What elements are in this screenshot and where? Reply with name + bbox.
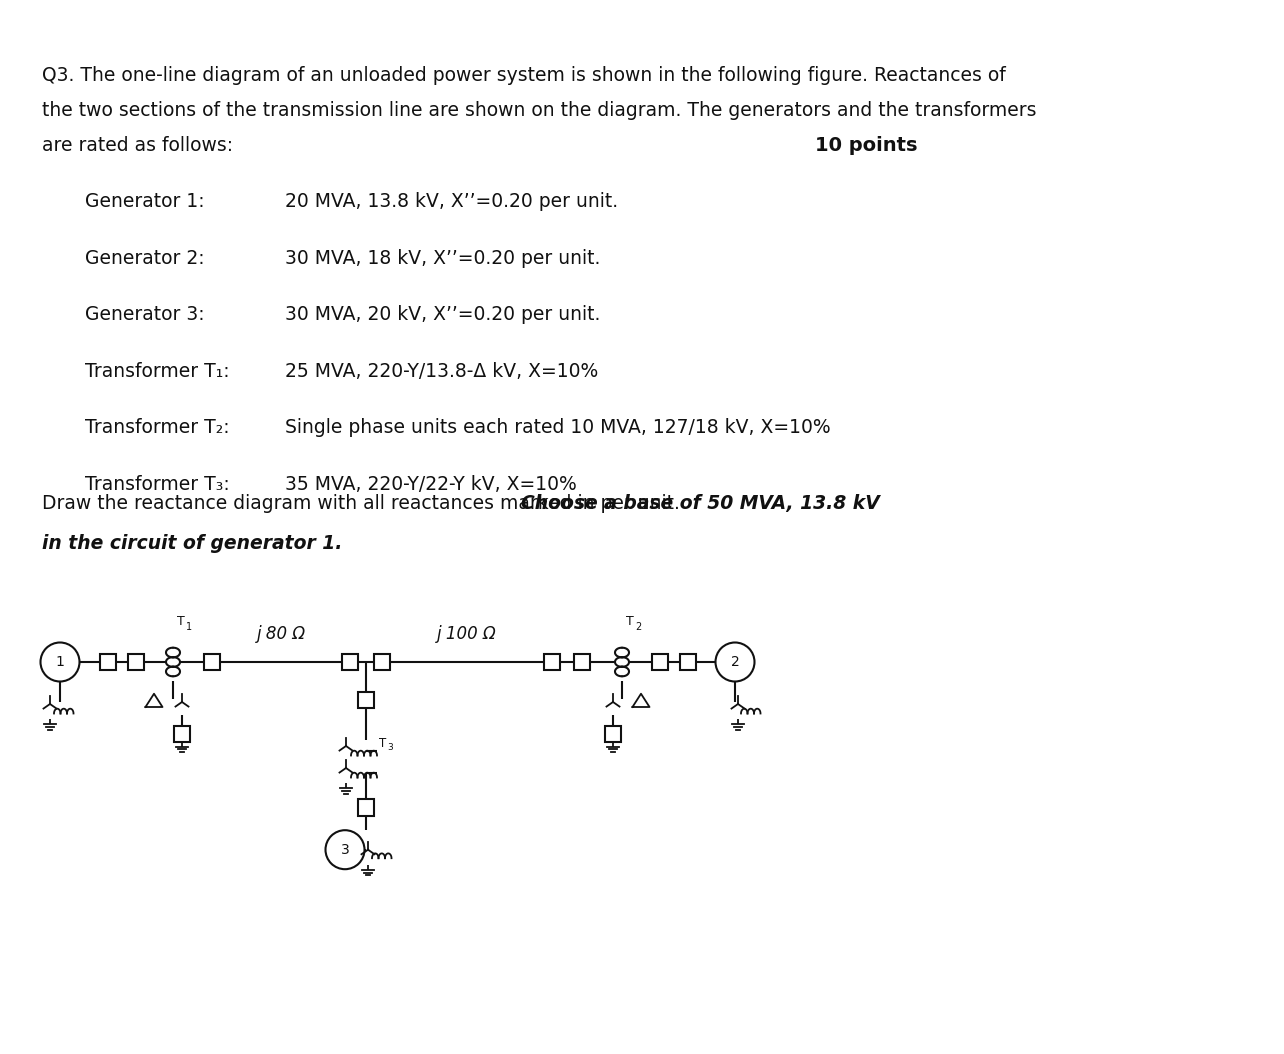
Text: Generator 3:: Generator 3:: [85, 305, 204, 324]
Text: T: T: [379, 737, 386, 749]
Circle shape: [41, 643, 80, 682]
Text: Single phase units each rated 10 MVA, 127/18 kV, X=10%: Single phase units each rated 10 MVA, 12…: [285, 418, 831, 437]
Text: 1: 1: [186, 622, 193, 632]
Text: 2: 2: [731, 655, 740, 669]
Text: Generator 1:: Generator 1:: [85, 192, 204, 211]
Text: Choose a base of 50 MVA, 13.8 kV: Choose a base of 50 MVA, 13.8 kV: [521, 494, 880, 513]
Text: 25 MVA, 220-Y/13.8-Δ kV, X=10%: 25 MVA, 220-Y/13.8-Δ kV, X=10%: [285, 362, 598, 380]
Text: 30 MVA, 20 kV, X’’=0.20 per unit.: 30 MVA, 20 kV, X’’=0.20 per unit.: [285, 305, 601, 324]
Bar: [204, 653, 221, 670]
Text: are rated as follows:: are rated as follows:: [42, 136, 234, 155]
Text: 3: 3: [340, 843, 349, 857]
Bar: [574, 653, 591, 670]
Bar: [173, 726, 190, 742]
Text: Transformer T₂:: Transformer T₂:: [85, 418, 230, 437]
Bar: [358, 691, 374, 708]
Text: T: T: [177, 614, 185, 628]
Text: 10 points: 10 points: [815, 136, 918, 155]
Text: 1: 1: [55, 655, 64, 669]
Text: 35 MVA, 220-Y/22-Y kV, X=10%: 35 MVA, 220-Y/22-Y kV, X=10%: [285, 474, 577, 493]
Text: T: T: [627, 614, 634, 628]
Circle shape: [715, 643, 755, 682]
Bar: [652, 653, 668, 670]
Text: Transformer T₁:: Transformer T₁:: [85, 362, 230, 380]
Text: Generator 2:: Generator 2:: [85, 249, 204, 268]
Text: Transformer T₃:: Transformer T₃:: [85, 474, 230, 493]
Bar: [374, 653, 390, 670]
Circle shape: [326, 831, 365, 870]
Bar: [543, 653, 560, 670]
Text: Q3. The one-line diagram of an unloaded power system is shown in the following f: Q3. The one-line diagram of an unloaded …: [42, 66, 1005, 85]
Bar: [358, 799, 374, 816]
Bar: [342, 653, 358, 670]
Text: in the circuit of generator 1.: in the circuit of generator 1.: [42, 534, 343, 553]
Bar: [679, 653, 696, 670]
Text: 3: 3: [386, 743, 393, 752]
Text: 2: 2: [636, 622, 641, 632]
Text: j 80 Ω: j 80 Ω: [257, 625, 306, 643]
Text: the two sections of the transmission line are shown on the diagram. The generato: the two sections of the transmission lin…: [42, 101, 1036, 120]
Text: 20 MVA, 13.8 kV, X’’=0.20 per unit.: 20 MVA, 13.8 kV, X’’=0.20 per unit.: [285, 192, 618, 211]
Text: 30 MVA, 18 kV, X’’=0.20 per unit.: 30 MVA, 18 kV, X’’=0.20 per unit.: [285, 249, 601, 268]
Text: j 100 Ω: j 100 Ω: [437, 625, 497, 643]
Text: Draw the reactance diagram with all reactances marked in per unit.: Draw the reactance diagram with all reac…: [42, 494, 686, 513]
Bar: [127, 653, 144, 670]
Bar: [100, 653, 117, 670]
Bar: [605, 726, 621, 742]
